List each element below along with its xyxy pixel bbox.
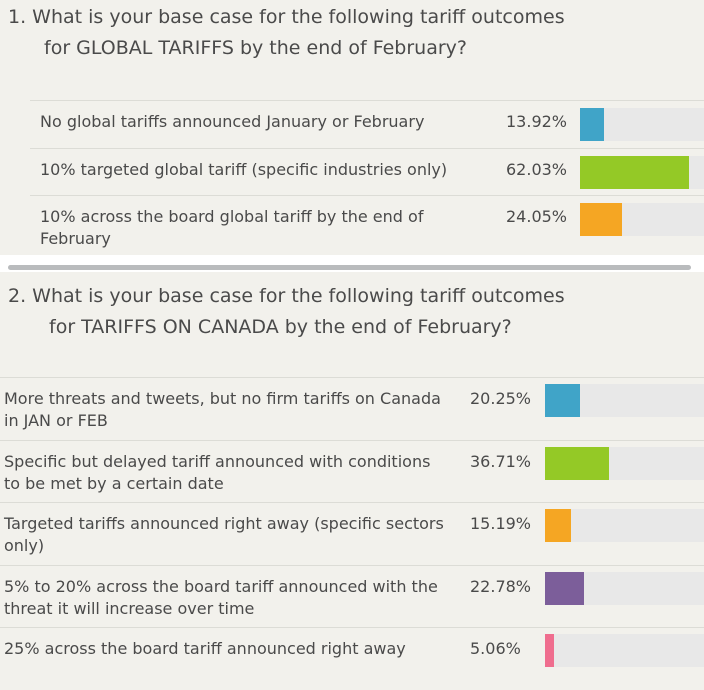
percentage-bar-track (580, 108, 704, 141)
percentage-bar-track (545, 571, 704, 605)
option-percentage: 13.92% (506, 112, 568, 131)
option-percentage: 5.06% (470, 639, 521, 658)
option-percentage: 20.25% (470, 389, 532, 408)
option-row: Targeted tariffs announced right away (s… (0, 502, 704, 565)
option-label: More threats and tweets, but no firm tar… (4, 389, 441, 430)
percentage-bar-track (545, 384, 704, 417)
option-label: 25% across the board tariff announced ri… (4, 639, 406, 658)
option-label: 10% across the board global tariff by th… (40, 207, 424, 248)
option-label: Specific but delayed tariff announced wi… (4, 451, 431, 493)
question-1-title-line1: 1. What is your base case for the follow… (8, 6, 565, 28)
option-percentage: 62.03% (506, 159, 568, 179)
divider-bar (8, 265, 691, 270)
percentage-bar-track (545, 509, 704, 542)
question-2-panel: 2. What is your base case for the follow… (0, 272, 704, 678)
percentage-bar-track (545, 446, 704, 480)
percentage-bar (580, 203, 622, 236)
question-2-title-line1: 2. What is your base case for the follow… (8, 285, 565, 307)
question-2-title: 2. What is your base case for the follow… (8, 281, 565, 343)
percentage-bar (545, 571, 584, 605)
option-row: 10% targeted global tariff (specific ind… (30, 147, 704, 196)
percentage-bar (545, 384, 580, 417)
question-1-title: 1. What is your base case for the follow… (8, 2, 565, 64)
option-label: Targeted tariffs announced right away (s… (4, 514, 444, 555)
option-percentage: 36.71% (470, 451, 532, 471)
percentage-bar-track (580, 155, 704, 189)
question-2-title-line2: for TARIFFS ON CANADA by the end of Febr… (49, 316, 512, 338)
option-percentage: 22.78% (470, 576, 532, 596)
option-row: More threats and tweets, but no firm tar… (0, 377, 704, 440)
percentage-bar (580, 108, 604, 141)
percentage-bar (545, 446, 609, 480)
option-row: 25% across the board tariff announced ri… (0, 627, 704, 690)
option-percentage: 24.05% (506, 207, 568, 226)
percentage-bar (580, 155, 689, 189)
option-percentage: 15.19% (470, 514, 532, 533)
percentage-bar (545, 634, 554, 667)
option-row: No global tariffs announced January or F… (30, 100, 704, 148)
question-1-panel: 1. What is your base case for the follow… (0, 0, 704, 255)
question-1-title-line2: for GLOBAL TARIFFS by the end of Februar… (44, 37, 467, 59)
percentage-bar-track (580, 203, 704, 236)
percentage-bar-track (545, 634, 704, 667)
option-label: 5% to 20% across the board tariff announ… (4, 576, 438, 618)
section-divider (0, 255, 704, 272)
option-label: 10% targeted global tariff (specific ind… (40, 159, 448, 179)
percentage-bar (545, 509, 571, 542)
option-label: No global tariffs announced January or F… (40, 112, 425, 131)
option-row: Specific but delayed tariff announced wi… (0, 439, 704, 503)
option-row: 5% to 20% across the board tariff announ… (0, 564, 704, 628)
option-row: 10% across the board global tariff by th… (30, 195, 704, 248)
